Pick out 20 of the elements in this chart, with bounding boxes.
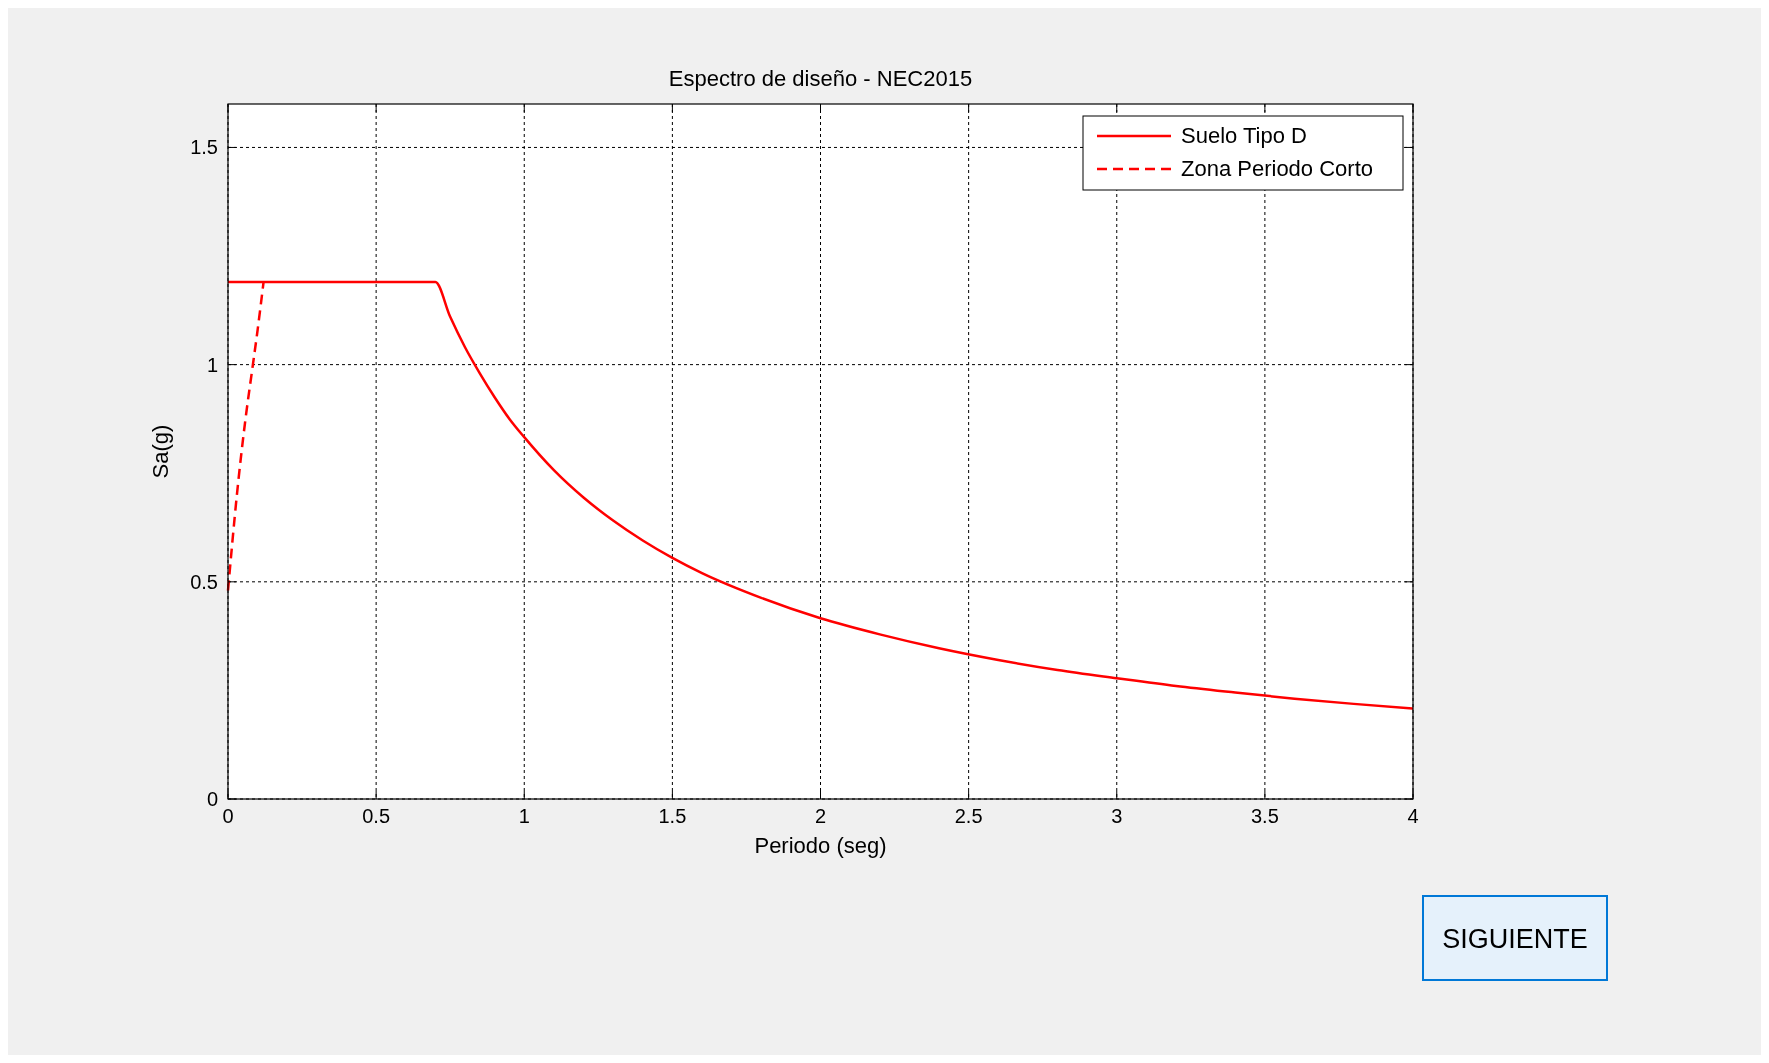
y-tick-label: 0 — [206, 788, 218, 810]
x-tick-label: 2.5 — [954, 805, 983, 827]
y-tick-label: 1 — [206, 353, 218, 376]
x-tick-label: 0 — [222, 805, 234, 827]
line-series — [226, 280, 1415, 710]
x-tick-label: 2 — [814, 805, 827, 827]
y-tick-label: 1.5 — [190, 136, 218, 159]
x-tick-label: 1 — [518, 805, 530, 827]
y-tick-label: 0.5 — [190, 570, 218, 593]
x-tick-label: 3 — [1111, 805, 1123, 827]
y-axis-title: Sa(g) — [148, 424, 173, 479]
legend-label: Zona Periodo Corto — [1181, 156, 1373, 181]
x-tick-label: 0.5 — [362, 805, 391, 827]
legend-label: Suelo Tipo D — [1181, 123, 1307, 148]
chart-title: Espectro de diseño - NEC2015 — [668, 66, 973, 91]
x-axis-title: Periodo (seg) — [754, 833, 887, 858]
button: SIGUIENTE — [1422, 895, 1608, 981]
x-tick-label: 1.5 — [658, 805, 687, 827]
x-tick-label: 3.5 — [1250, 805, 1279, 827]
x-tick-label: 4 — [1407, 805, 1419, 827]
